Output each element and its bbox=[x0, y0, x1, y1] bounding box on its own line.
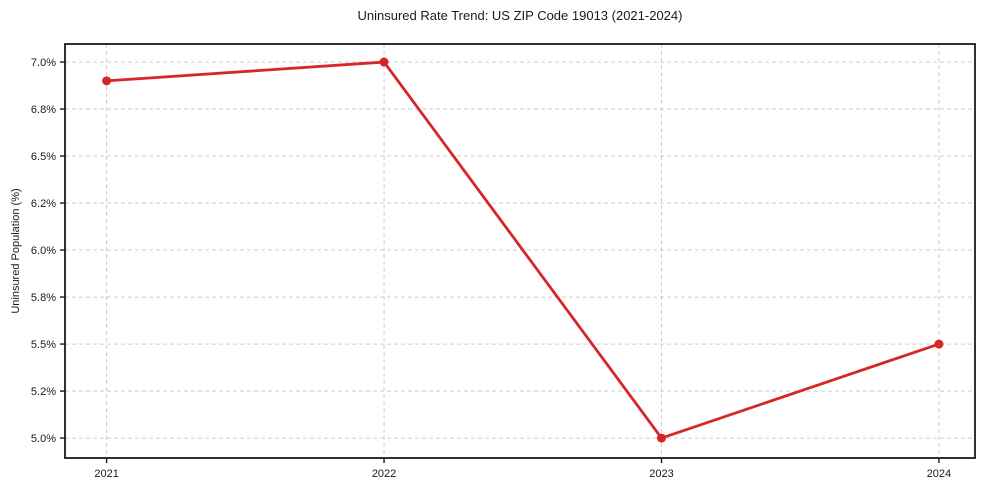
data-point bbox=[379, 57, 389, 67]
y-tick-label: 5.2% bbox=[31, 386, 56, 398]
y-tick-label: 6.0% bbox=[31, 245, 56, 257]
y-tick-label: 6.5% bbox=[31, 151, 56, 163]
x-tick-label: 2023 bbox=[649, 468, 673, 480]
data-point bbox=[102, 76, 112, 86]
y-tick-label: 6.8% bbox=[31, 104, 56, 116]
x-tick-label: 2021 bbox=[94, 468, 118, 480]
chart-title: Uninsured Rate Trend: US ZIP Code 19013 … bbox=[357, 8, 683, 23]
plot-border bbox=[64, 43, 976, 459]
y-tick-label: 5.5% bbox=[31, 339, 56, 351]
data-line bbox=[105, 60, 941, 440]
x-tick-label: 2024 bbox=[927, 468, 951, 480]
y-tick-label: 7.0% bbox=[31, 57, 56, 69]
y-tick-label: 5.0% bbox=[31, 433, 56, 445]
data-point bbox=[934, 339, 944, 349]
y-tick-label: 5.8% bbox=[31, 292, 56, 304]
y-tick-label: 6.2% bbox=[31, 198, 56, 210]
x-tick-label: 2022 bbox=[372, 468, 396, 480]
data-point bbox=[656, 433, 666, 443]
